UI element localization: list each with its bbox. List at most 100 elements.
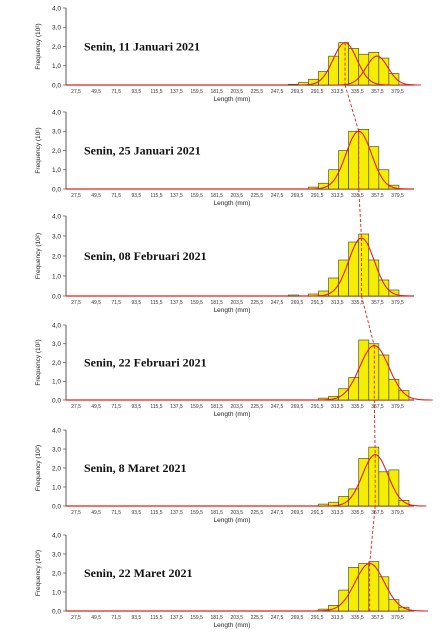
chart-title: Senin, 08 Februari 2021 xyxy=(84,249,207,263)
histogram-bar xyxy=(288,294,299,297)
histogram-bar xyxy=(378,471,390,507)
x-axis-label: Length (mm) xyxy=(214,307,251,314)
x-tick-label: 93,5 xyxy=(131,89,141,95)
x-tick-label: 27,5 xyxy=(71,510,81,516)
chart-panel-5: 0,0 1,0 2,0 3,0 4,0 27,5 49,5 71,5 93,5 115,5 137,… xyxy=(35,427,427,524)
histogram-bar xyxy=(388,289,400,297)
histogram-bar xyxy=(328,169,339,190)
y-tick-label: 4,0 xyxy=(52,322,61,329)
x-tick-label: 357,5 xyxy=(371,300,384,306)
y-tick-label: 4,0 xyxy=(52,109,61,116)
x-tick-label: 291,5 xyxy=(311,404,324,410)
histogram-bar xyxy=(398,499,410,507)
y-tick-label: 4,0 xyxy=(52,5,61,12)
x-tick-label: 115,5 xyxy=(150,89,162,95)
y-tick-label: 4,0 xyxy=(52,532,61,539)
x-tick-label: 49,5 xyxy=(91,300,101,306)
x-tick-label: 357,5 xyxy=(371,615,384,621)
histogram-bar xyxy=(318,71,329,86)
y-tick-label: 1,0 xyxy=(52,589,61,596)
histogram-bar xyxy=(378,169,390,190)
x-tick-label: 49,5 xyxy=(91,89,101,95)
x-tick-label: 115,5 xyxy=(150,300,162,306)
y-tick-label: 3,0 xyxy=(52,129,61,136)
mode-progression-line xyxy=(361,295,375,346)
histogram-bar xyxy=(378,576,390,612)
x-tick-label: 159,5 xyxy=(190,404,203,410)
y-axis-label: Frequency (10²) xyxy=(35,550,42,596)
x-tick-label: 49,5 xyxy=(91,193,101,199)
histogram-bar xyxy=(388,73,400,86)
chart-title: Senin, 11 Januari 2021 xyxy=(84,40,200,54)
y-axis-label: Frequency (10²) xyxy=(35,23,42,69)
x-tick-label: 27,5 xyxy=(71,193,81,199)
y-tick-label: 3,0 xyxy=(52,233,61,240)
y-axis-label: Frequency (10²) xyxy=(35,233,42,279)
x-tick-label: 313,5 xyxy=(331,510,344,516)
x-tick-label: 159,5 xyxy=(190,300,203,306)
y-tick-label: 4,0 xyxy=(52,213,61,220)
x-tick-label: 291,5 xyxy=(311,510,324,516)
x-tick-label: 49,5 xyxy=(91,404,101,410)
x-tick-label: 247,5 xyxy=(271,615,284,621)
normal-curve xyxy=(333,55,421,86)
x-tick-label: 49,5 xyxy=(91,510,101,516)
x-tick-label: 115,5 xyxy=(150,193,162,199)
chart-panel-2: 0,0 1,0 2,0 3,0 4,0 27,5 49,5 71,5 93,5 115,5 137,… xyxy=(35,109,414,207)
x-tick-label: 269,5 xyxy=(291,510,304,516)
x-tick-label: 115,5 xyxy=(150,404,162,410)
x-tick-label: 181,5 xyxy=(210,615,223,621)
y-tick-label: 3,0 xyxy=(52,446,61,453)
x-tick-label: 203,5 xyxy=(231,404,244,410)
x-tick-label: 159,5 xyxy=(190,89,203,95)
histogram-bar xyxy=(358,53,370,86)
histogram-bar xyxy=(378,279,390,297)
x-tick-label: 269,5 xyxy=(291,89,304,95)
y-tick-label: 3,0 xyxy=(52,25,61,32)
x-tick-label: 335,5 xyxy=(351,300,364,306)
x-tick-label: 71,5 xyxy=(111,193,121,199)
histogram-bar xyxy=(348,130,360,190)
x-tick-label: 313,5 xyxy=(331,300,344,306)
y-tick-label: 2,0 xyxy=(52,253,61,260)
y-tick-label: 1,0 xyxy=(52,273,61,280)
x-tick-label: 269,5 xyxy=(291,193,304,199)
x-tick-label: 335,5 xyxy=(351,615,364,621)
x-tick-label: 49,5 xyxy=(91,615,101,621)
chart-title: Senin, 22 Februari 2021 xyxy=(84,356,207,370)
x-tick-label: 27,5 xyxy=(71,615,81,621)
x-axis-label: Length (mm) xyxy=(214,622,251,629)
chart-panel-3: 0,0 1,0 2,0 3,0 4,0 27,5 49,5 71,5 93,5 115,5 137,… xyxy=(35,213,414,314)
x-tick-label: 203,5 xyxy=(231,193,244,199)
chart-title: Senin, 8 Maret 2021 xyxy=(84,461,186,475)
x-tick-label: 71,5 xyxy=(111,404,121,410)
x-tick-label: 335,5 xyxy=(351,193,364,199)
x-tick-label: 137,5 xyxy=(170,404,183,410)
histogram-bar xyxy=(388,599,400,612)
histogram-bar xyxy=(348,566,360,612)
x-tick-label: 93,5 xyxy=(131,300,141,306)
x-axis-label: Length (mm) xyxy=(214,517,251,524)
chart-title: Senin, 25 Januari 2021 xyxy=(84,144,201,158)
x-tick-label: 247,5 xyxy=(271,89,284,95)
x-tick-label: 71,5 xyxy=(111,615,121,621)
histogram-bar xyxy=(388,379,400,401)
histogram-bar xyxy=(398,390,410,401)
x-tick-label: 181,5 xyxy=(210,510,223,516)
x-tick-label: 137,5 xyxy=(170,300,183,306)
x-tick-label: 313,5 xyxy=(331,193,344,199)
x-tick-label: 203,5 xyxy=(231,615,244,621)
x-tick-label: 181,5 xyxy=(210,300,223,306)
x-tick-label: 247,5 xyxy=(271,510,284,516)
y-tick-label: 1,0 xyxy=(52,63,61,70)
x-tick-label: 247,5 xyxy=(271,193,284,199)
histogram-bar xyxy=(358,458,370,507)
x-tick-label: 291,5 xyxy=(311,300,324,306)
x-tick-label: 335,5 xyxy=(351,89,364,95)
histogram-bar xyxy=(368,146,380,190)
x-tick-label: 159,5 xyxy=(190,193,203,199)
x-tick-label: 159,5 xyxy=(190,615,203,621)
y-tick-label: 0,0 xyxy=(52,82,61,89)
x-tick-label: 225,5 xyxy=(251,404,264,410)
y-tick-label: 2,0 xyxy=(52,360,61,367)
